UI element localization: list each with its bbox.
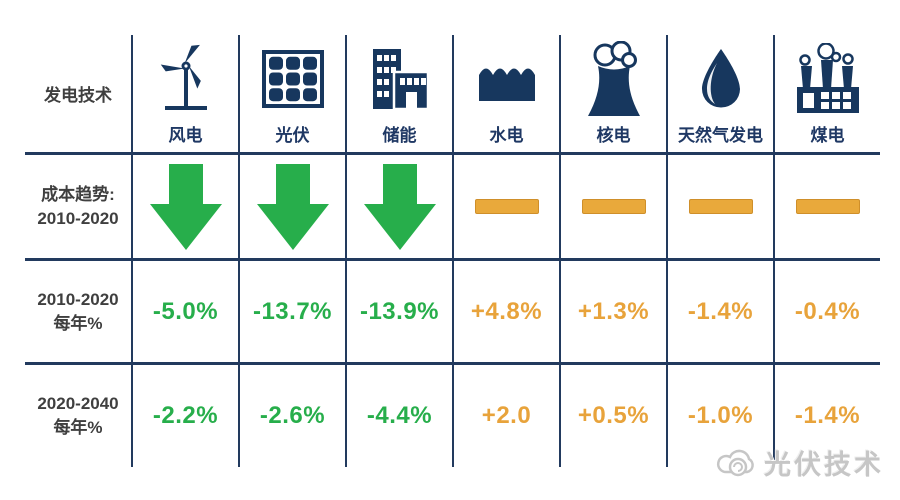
row-label-rate-2010-2020: 2010-2020 每年% (25, 258, 131, 362)
row-label-cost-trend: 成本趋势: 2010-2020 (25, 152, 131, 258)
rate-2020-2040-solar: -2.6% (238, 362, 345, 467)
row-label-line: 每年% (53, 313, 103, 333)
rate-2020-2040-wind: -2.2% (131, 362, 238, 467)
column-header-hydro: 水电 (452, 35, 559, 152)
flat-dash-icon (474, 199, 539, 214)
rate-2020-2040-coal: -1.4% (773, 362, 880, 467)
wind-turbine-icon (154, 41, 218, 117)
trend-cell-nuclear (559, 152, 666, 258)
row-label-line: 2020-2040 (37, 394, 119, 414)
down-arrow-icon (363, 163, 436, 250)
trend-cell-hydro (452, 152, 559, 258)
column-label-hydro: 水电 (489, 126, 524, 145)
technology-cost-table: 发电技术 成本趋势: 2010-2020 2010-2020 每年% 2020-… (25, 35, 880, 467)
down-arrow-icon (256, 163, 329, 250)
flat-dash-icon (795, 199, 860, 214)
rate-2010-2020-storage: -13.9% (345, 258, 452, 362)
droplet-icon (697, 41, 745, 117)
flat-dash-icon (581, 199, 646, 214)
trend-cell-wind (131, 152, 238, 258)
solar-panel-icon (261, 41, 324, 117)
factory-icon (793, 41, 863, 117)
column-label-nuclear: 核电 (596, 126, 631, 145)
trend-cell-storage (345, 152, 452, 258)
rate-2020-2040-storage: -4.4% (345, 362, 452, 467)
rate-2010-2020-solar: -13.7% (238, 258, 345, 362)
column-label-wind: 风电 (168, 126, 203, 145)
trend-cell-solar (238, 152, 345, 258)
column-header-gas: 天然气发电 (666, 35, 773, 152)
column-header-coal: 煤电 (773, 35, 880, 152)
column-header-storage: 储能 (345, 35, 452, 152)
rate-2010-2020-hydro: +4.8% (452, 258, 559, 362)
down-arrow-icon (149, 163, 222, 250)
row-label-line: 成本趋势: (41, 184, 115, 204)
rate-2010-2020-gas: -1.4% (666, 258, 773, 362)
water-icon (475, 41, 539, 117)
watermark-text: 光伏技术 (764, 450, 884, 480)
rate-2020-2040-nuclear: +0.5% (559, 362, 666, 467)
row-label-line: 2010-2020 (37, 289, 119, 309)
trend-cell-coal (773, 152, 880, 258)
column-header-nuclear: 核电 (559, 35, 666, 152)
corner-label-generation-technology: 发电技术 (44, 86, 112, 105)
buildings-icon (367, 41, 433, 117)
column-label-coal: 煤电 (810, 126, 845, 145)
rate-2020-2040-hydro: +2.0 (452, 362, 559, 467)
column-label-storage: 储能 (382, 126, 417, 145)
column-header-solar: 光伏 (238, 35, 345, 152)
flat-dash-icon (688, 199, 753, 214)
row-label-line: 2010-2020 (37, 208, 119, 228)
rate-2020-2040-gas: -1.0% (666, 362, 773, 467)
column-label-solar: 光伏 (275, 126, 310, 145)
rate-2010-2020-nuclear: +1.3% (559, 258, 666, 362)
column-header-wind: 风电 (131, 35, 238, 152)
trend-cell-gas (666, 152, 773, 258)
cloud-logo-icon (716, 443, 758, 482)
row-label-rate-2020-2040: 2020-2040 每年% (25, 362, 131, 467)
rate-2010-2020-coal: -0.4% (773, 258, 880, 362)
rate-2010-2020-wind: -5.0% (131, 258, 238, 362)
cooling-tower-icon (582, 41, 646, 117)
row-label-line: 每年% (53, 418, 103, 437)
column-label-gas: 天然气发电 (678, 126, 763, 145)
watermark-logo: 光伏技术 (716, 443, 884, 482)
